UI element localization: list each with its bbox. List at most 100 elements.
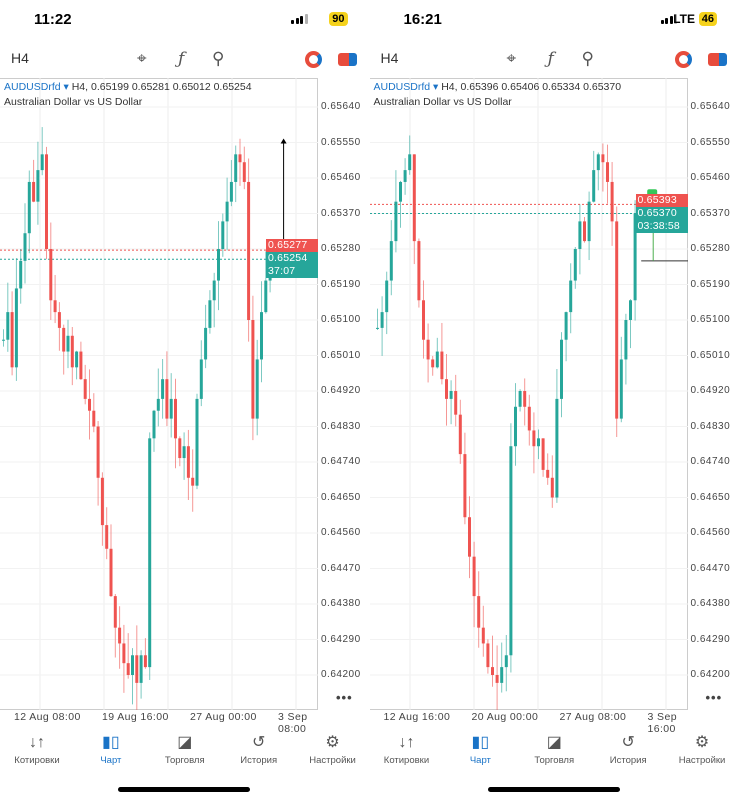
candle — [513, 406, 517, 447]
candle — [416, 241, 420, 301]
candle — [472, 556, 476, 597]
candlestick-chart[interactable] — [0, 78, 318, 710]
symbol-dropdown-icon[interactable]: ▾ — [433, 81, 439, 93]
candlestick-chart[interactable] — [369, 78, 688, 710]
tab-trade[interactable]: ◪ Торговля — [517, 733, 591, 773]
candle — [508, 446, 512, 656]
candle — [380, 312, 384, 328]
candle — [550, 477, 554, 498]
candle — [522, 391, 526, 407]
crosshair-icon[interactable]: ⌖ — [137, 49, 147, 68]
quotes-arrows-icon: ↓↑ — [28, 734, 45, 751]
status-time: 16:21 — [403, 11, 442, 28]
candle — [174, 398, 177, 439]
candle — [264, 280, 268, 313]
one-click-trading-icon[interactable] — [674, 51, 692, 68]
candle — [591, 170, 595, 202]
candle — [435, 351, 439, 368]
candle — [23, 233, 27, 261]
objects-icon[interactable]: ⚲ — [581, 49, 594, 68]
candle — [251, 320, 255, 419]
candle — [208, 300, 212, 328]
timeframe-button[interactable]: H4 — [11, 50, 29, 66]
price-axis: 0.65640 0.65550 0.65460 0.65370 0.65280 0.651… — [266, 78, 370, 710]
candle — [217, 249, 220, 281]
symbol-description: Australian Dollar vs US Dollar — [373, 96, 512, 108]
candle — [564, 312, 568, 340]
candle — [96, 426, 100, 478]
candle — [118, 627, 122, 644]
time-tick: 27 Aug 00:00 — [190, 711, 257, 723]
candle — [430, 359, 434, 368]
price-tick: 0.65460 — [321, 172, 361, 183]
candle — [100, 477, 104, 526]
time-axis: 12 Aug 08:00 19 Aug 16:00 27 Aug 00:00 3 Se… — [0, 711, 318, 735]
symbol-name[interactable]: AUDUSDrfd — [4, 81, 61, 93]
tab-quotes[interactable]: ↓↑ Котировки — [0, 733, 74, 773]
candle — [148, 438, 152, 668]
home-indicator — [487, 787, 620, 792]
one-click-trading-icon[interactable] — [305, 51, 322, 68]
candle — [225, 201, 229, 222]
time-tick: 12 Aug 08:00 — [14, 711, 81, 723]
candle — [62, 327, 66, 352]
trade-button-icon[interactable] — [707, 53, 727, 66]
candle — [143, 655, 147, 668]
tab-label: История — [609, 755, 647, 766]
tab-quotes[interactable]: ↓↑ Котировки — [370, 733, 444, 773]
candle — [504, 655, 508, 668]
price-tick: 0.65010 — [321, 349, 361, 361]
chart-area[interactable] — [369, 78, 688, 710]
candle — [191, 477, 195, 486]
tab-settings[interactable]: ⚙ Настройки — [665, 733, 739, 773]
symbol-dropdown-icon[interactable]: ▾ — [63, 81, 69, 93]
crosshair-icon[interactable]: ⌖ — [506, 49, 517, 68]
more-options-button[interactable]: ••• — [705, 690, 723, 705]
candle — [70, 335, 74, 368]
price-tick: 0.64560 — [690, 527, 731, 538]
tab-chart[interactable]: ▮▯ Чарт — [74, 733, 148, 773]
candle — [92, 410, 96, 427]
candle — [462, 454, 466, 518]
chart-area[interactable] — [0, 78, 318, 710]
objects-icon[interactable]: ⚲ — [212, 49, 225, 68]
candle — [57, 312, 61, 328]
more-options-button[interactable]: ••• — [336, 690, 353, 705]
candle — [36, 170, 40, 202]
candle — [152, 410, 156, 439]
candle — [40, 154, 44, 171]
tab-history[interactable]: ↺ История — [591, 733, 665, 773]
tab-history[interactable]: ↺ История — [222, 733, 296, 773]
trade-button-icon[interactable] — [338, 53, 357, 66]
timeframe-button[interactable]: H4 — [380, 50, 399, 66]
candle — [577, 221, 581, 249]
candle — [139, 655, 143, 683]
candle — [476, 596, 480, 628]
candle — [66, 335, 70, 352]
candle — [113, 596, 117, 628]
price-tick: 0.64740 — [321, 456, 361, 467]
candle — [6, 312, 10, 340]
candle — [531, 430, 535, 447]
candle — [75, 351, 79, 368]
candle — [389, 241, 393, 281]
candle — [499, 667, 503, 683]
indicators-icon[interactable]: ƒ — [547, 49, 554, 69]
candle — [559, 339, 563, 399]
symbol-description: Australian Dollar vs US Dollar — [4, 96, 143, 108]
symbol-name[interactable]: AUDUSDrfd — [373, 81, 431, 93]
time-tick: 3 Sep 08:00 — [278, 711, 308, 735]
candle — [238, 154, 242, 163]
tab-settings[interactable]: ⚙ Настройки — [296, 733, 370, 773]
status-bar: 11:22 90 — [0, 10, 370, 30]
battery-badge: 46 — [698, 12, 717, 26]
tab-chart[interactable]: ▮▯ Чарт — [443, 733, 517, 773]
indicators-icon[interactable]: ƒ — [178, 49, 185, 69]
candle — [242, 162, 246, 182]
price-tick: 0.65550 — [690, 136, 731, 148]
candle — [518, 391, 522, 407]
tab-trade[interactable]: ◪ Торговля — [148, 733, 222, 773]
candle — [126, 663, 130, 675]
home-indicator — [118, 787, 250, 792]
phone-screen: 11:22 90 H4 ⌖ ƒ ⚲ AUDUSDrfd ▾ H4, 0.6519… — [0, 10, 370, 792]
